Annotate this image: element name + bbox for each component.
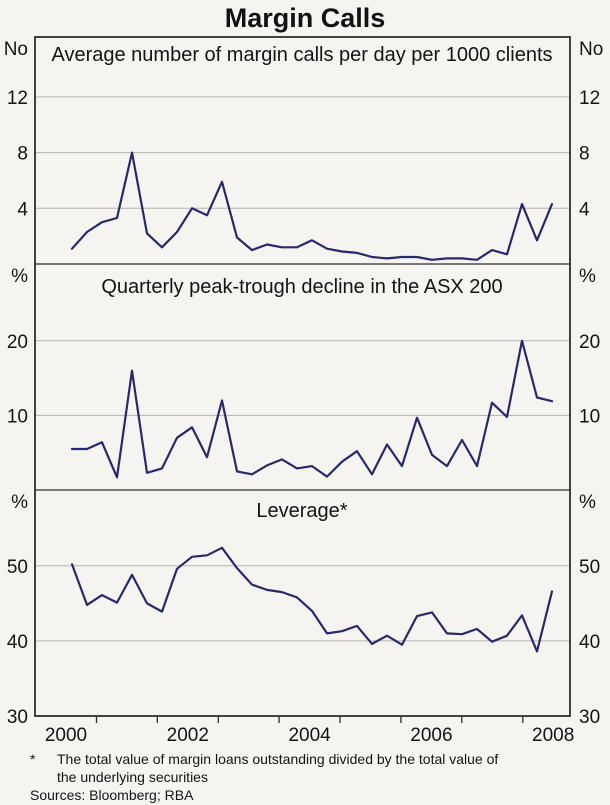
panel-3-unit-left: %	[11, 492, 28, 513]
y-tick-label-left: 20	[7, 332, 28, 353]
x-axis-label: 2000	[45, 725, 87, 746]
y-tick-label-right: 12	[579, 88, 600, 109]
x-axis-label: 2004	[288, 725, 331, 746]
y-tick-label-right: 40	[579, 632, 600, 653]
x-axis-label: 2002	[167, 725, 209, 746]
panel-2-title: Quarterly peak-trough decline in the ASX…	[101, 276, 502, 298]
series-line-panel-2	[70, 339, 554, 479]
y-tick-label-right: 30	[579, 707, 600, 728]
series-line-panel-3	[70, 546, 554, 653]
sources-line: Sources: Bloomberg; RBA	[30, 787, 194, 803]
y-tick-label-left: 30	[7, 707, 28, 728]
y-tick-label-left: 12	[7, 88, 28, 109]
series-line-panel-1	[70, 151, 554, 261]
y-tick-label-left: 40	[7, 632, 28, 653]
y-tick-label-left: 8	[17, 144, 28, 165]
footnote-line-2: the underlying securities	[57, 768, 208, 785]
panel-2-unit-right: %	[579, 266, 596, 287]
panel-1-unit-left: No	[4, 39, 28, 60]
y-tick-label-right: 50	[579, 557, 600, 578]
panel-1-title: Average number of margin calls per day p…	[51, 44, 552, 66]
y-tick-label-right: 10	[579, 406, 600, 427]
x-axis-label: 2006	[410, 725, 452, 746]
footnote-line-1: The total value of margin loans outstand…	[57, 751, 499, 767]
y-tick-label-left: 50	[7, 557, 28, 578]
footnote: * The total value of margin loans outsta…	[30, 751, 575, 786]
panel-2-unit-left: %	[11, 266, 28, 287]
x-axis-label: 2008	[532, 725, 574, 746]
panel-1-unit-right: No	[579, 39, 603, 60]
chart-title: Margin Calls	[224, 3, 386, 33]
panel-3-unit-right: %	[579, 492, 596, 513]
chart-frame	[34, 36, 571, 717]
y-tick-label-right: 8	[579, 144, 590, 165]
y-tick-label-right: 20	[579, 332, 600, 353]
footnote-marker: *	[30, 751, 36, 767]
y-tick-label-left: 10	[7, 406, 28, 427]
panel-3-title: Leverage*	[256, 500, 347, 522]
y-tick-label-right: 4	[579, 199, 590, 220]
chart-generated-layer: 4 4 8 8 12 12 10 10 20 20 30 30 40 40 50 50 2000 2002 2004…	[7, 36, 600, 746]
y-tick-label-left: 4	[17, 199, 28, 220]
